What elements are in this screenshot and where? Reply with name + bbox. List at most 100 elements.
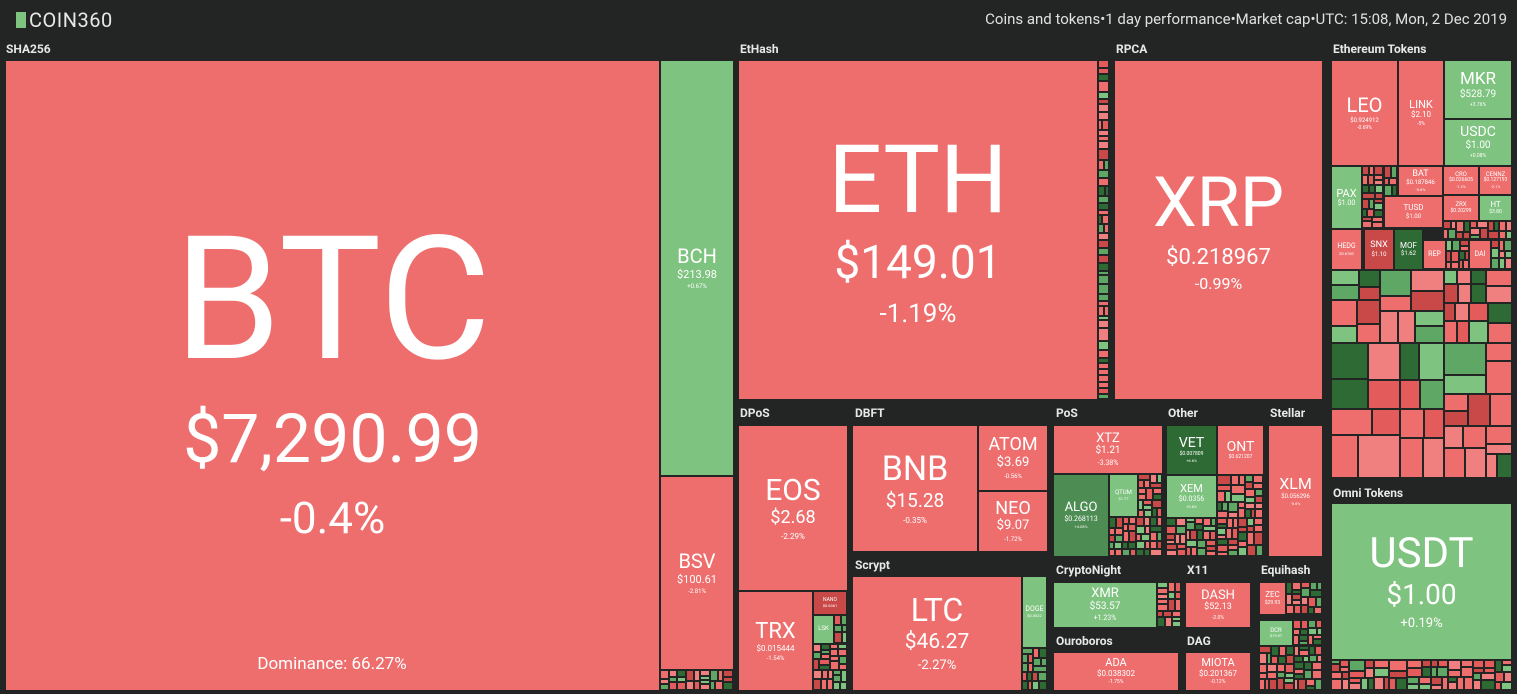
mosaic-cell — [1122, 549, 1130, 556]
mosaic-cell — [1312, 670, 1322, 679]
coin-tile[interactable]: XEM $0.0356 +0.8% — [1166, 475, 1217, 518]
coin-tile[interactable]: BCH $213.98 +0.67% — [660, 60, 734, 476]
mosaic-cell — [1308, 607, 1314, 614]
mosaic-cell — [1331, 660, 1340, 664]
mosaic-cell — [1129, 531, 1136, 542]
mosaic-cell — [1470, 228, 1480, 235]
coin-tile[interactable]: LINK $2.10 -5% — [1398, 60, 1444, 166]
coin-tile[interactable]: MOF $1.62 — [1394, 229, 1423, 270]
mosaic-cell — [1444, 411, 1468, 426]
coin-tile[interactable]: MIOTA $0.201367 -0.12% — [1185, 652, 1251, 691]
coin-tile[interactable]: HT $3.80 — [1479, 195, 1512, 221]
coin-change: -2.0% — [1212, 614, 1224, 621]
filter[interactable]: UTC: 15:08, Mon, 2 Dec 2019 — [1315, 10, 1507, 28]
coin-tile[interactable]: BSV $100.61 -2.81% — [660, 476, 734, 670]
coin-symbol: TUSD — [1403, 203, 1424, 213]
coin-tile[interactable]: SNX $1.10 — [1364, 229, 1394, 270]
mosaic-cell — [1247, 532, 1254, 545]
coin-symbol: ZEC — [1265, 590, 1280, 600]
coin-tile[interactable]: ONT $0.621207 — [1217, 425, 1264, 475]
mosaic-cell — [1166, 518, 1176, 526]
coin-tile[interactable]: DASH $52.13 -2.0% — [1185, 582, 1251, 628]
coin-tile[interactable]: LEO $0.924912 -0.69% — [1331, 60, 1398, 166]
mosaic-cell — [1306, 686, 1315, 690]
coin-tile[interactable]: DCR $19.07 — [1259, 620, 1293, 646]
mosaic-cell — [1374, 660, 1389, 668]
mosaic-cell — [1115, 549, 1122, 556]
mosaic-cell — [1443, 229, 1448, 239]
mosaic-cell — [1265, 679, 1269, 690]
coin-tile[interactable]: XMR $53.57 +1.23% — [1053, 582, 1157, 628]
mosaic-cell — [1259, 646, 1271, 653]
coin-tile[interactable]: BTC $7,290.99 -0.4% — [5, 60, 660, 691]
filter[interactable]: Coins and tokens — [985, 10, 1101, 28]
filter[interactable]: 1 day performance — [1105, 10, 1231, 28]
mosaic-cell — [1098, 104, 1109, 112]
mosaic-cell — [1374, 677, 1384, 690]
mosaic-cell — [813, 644, 821, 652]
coin-tile[interactable]: TUSD $1.00 — [1384, 196, 1443, 228]
coin-tile[interactable]: XTZ $1.21 -3.38% — [1053, 425, 1163, 474]
coin-tile[interactable]: USDT $1.00 +0.19% — [1331, 503, 1512, 660]
coin-tile[interactable]: LSK — [813, 615, 834, 644]
coin-tile[interactable]: ADA $0.038302 -1.75% — [1053, 652, 1179, 691]
coin-tile[interactable]: ETH $149.01 -1.19% — [738, 60, 1098, 400]
coin-tile[interactable]: QTUM $1.77 — [1109, 474, 1138, 517]
mosaic-cell — [1217, 545, 1228, 552]
mosaic-cell — [1175, 592, 1181, 599]
coin-price: $7,290.99 — [183, 399, 482, 479]
mosaic-cell — [827, 679, 833, 690]
coin-tile[interactable]: TRX $0.015444 -1.54% — [738, 591, 813, 691]
mosaic-cell — [1157, 604, 1168, 611]
coin-tile[interactable]: ALGO $0.268113 +4.08% — [1053, 474, 1109, 557]
coin-tile[interactable]: DAI — [1469, 240, 1491, 269]
mosaic-cell — [1477, 221, 1488, 228]
mosaic-cell — [1310, 590, 1322, 597]
coin-tile[interactable]: BNB $15.28 -0.35% — [852, 425, 978, 552]
filter[interactable]: Market cap — [1235, 10, 1311, 28]
mosaic-cell — [1317, 582, 1322, 590]
coin-tile[interactable]: HEDG $0.6780 — [1331, 229, 1362, 270]
coin-tile[interactable]: NANO $0.8361 — [813, 591, 847, 615]
coin-price: $0.6780 — [1339, 250, 1354, 256]
mosaic-cell — [1292, 594, 1301, 600]
mosaic-cell — [1358, 435, 1400, 478]
mosaic-cell — [1206, 546, 1216, 551]
coin-tile[interactable]: LTC $46.27 -2.27% — [852, 576, 1022, 691]
coin-tile[interactable]: DOGE $0.0022 — [1022, 576, 1047, 648]
mosaic-cell — [1444, 426, 1463, 448]
coin-symbol: EOS — [765, 473, 821, 509]
coin-symbol: XTZ — [1096, 430, 1120, 446]
mosaic-cell — [1301, 582, 1310, 588]
coin-price: $0.015444 — [756, 644, 795, 654]
coin-tile[interactable]: ZEC $29.93 — [1259, 582, 1286, 615]
mosaic-cell — [1039, 681, 1047, 690]
mosaic-cell — [1033, 666, 1047, 672]
coin-symbol: XMR — [1091, 586, 1119, 602]
coin-tile[interactable]: XRP $0.218967 -0.99% — [1114, 60, 1323, 400]
coin-tile[interactable]: REP — [1423, 240, 1446, 269]
coin-tile[interactable]: NEO $9.07 -1.72% — [978, 491, 1048, 552]
mosaic-cell — [1152, 508, 1157, 517]
mosaic-cell — [828, 670, 833, 679]
mosaic-cell — [1374, 668, 1389, 677]
logo[interactable]: COIN360 — [16, 8, 113, 32]
coin-change: -2.27% — [917, 658, 957, 673]
coin-tile[interactable]: MKR $528.79 +3.76% — [1444, 60, 1512, 119]
coin-tile[interactable]: BAT $0.187846 -3.6% — [1398, 166, 1443, 196]
coin-tile[interactable]: USDC $1.00 +0.08% — [1444, 119, 1512, 166]
coin-tile[interactable]: CRO $0.026605 -1.2% — [1443, 166, 1479, 195]
mosaic-cell — [1239, 475, 1245, 485]
coin-tile[interactable]: ZRX $0.20299 — [1443, 195, 1479, 221]
coin-tile[interactable]: VET $0.007809 +6.6% — [1166, 425, 1217, 475]
coin-symbol: ETH — [828, 125, 1008, 237]
coin-symbol: MIOTA — [1201, 656, 1235, 670]
coin-tile[interactable]: CENNZ $0.127193 -2.1% — [1479, 166, 1512, 195]
coin-tile[interactable]: ATOM $3.69 -0.56% — [978, 425, 1048, 491]
coin-tile[interactable]: PAX $1.00 — [1331, 166, 1362, 229]
coin-tile[interactable]: XLM $0.056296 -0.6% — [1268, 425, 1323, 557]
mosaic-cell — [1359, 287, 1380, 300]
coin-tile[interactable]: EOS $2.68 -2.29% — [738, 425, 848, 591]
group-label: EtHash — [740, 42, 779, 56]
mosaic-cell — [1459, 260, 1463, 269]
